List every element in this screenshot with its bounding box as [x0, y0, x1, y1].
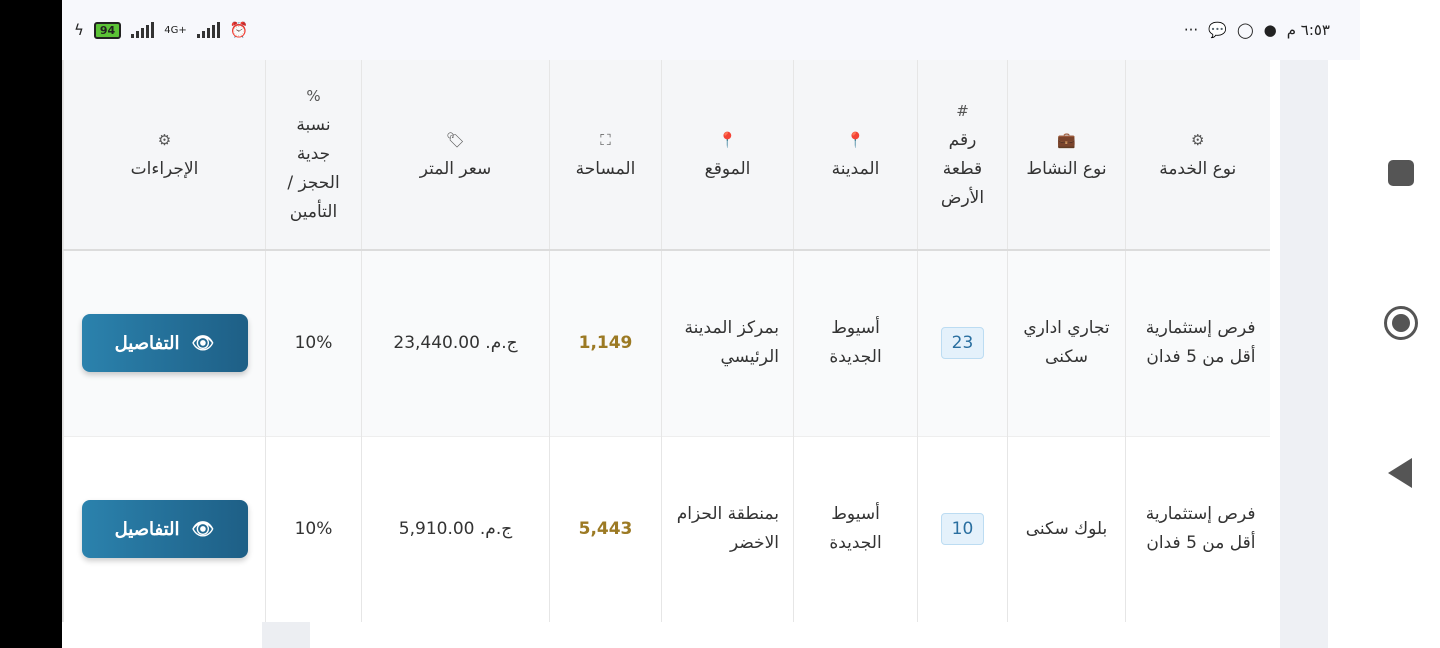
cell-service: فرص إستثمارية أقل من 5 فدان: [1125, 436, 1270, 622]
area-value: 1,149: [578, 332, 633, 353]
column-header: ⛶ المساحة: [549, 60, 662, 251]
city-value: أسيوط الجديدة: [829, 504, 882, 554]
table-row: فرص إستثمارية أقل من 5 فدان بلوك سكنى 10 أس…: [63, 436, 1270, 622]
whatsapp-icon: ◯: [1236, 21, 1254, 39]
chat-icon: 💬: [1208, 21, 1227, 39]
cell-action: 👁 التفاصيل: [63, 436, 266, 622]
messenger-icon: ●: [1263, 21, 1277, 39]
details-label: التفاصيل: [114, 518, 180, 539]
cell-service: فرص إستثمارية أقل من 5 فدان: [1125, 250, 1270, 436]
header-label: الإجراءات: [130, 158, 199, 179]
tag-icon: 🏷: [445, 130, 466, 149]
column-header: # رقم قطعة الأرض: [917, 60, 1008, 251]
column-header: % نسبة جدية الحجز / التأمين: [265, 60, 362, 251]
scroll-block: [262, 622, 310, 648]
eye-icon: 👁: [191, 518, 215, 539]
service-value: فرص إستثمارية أقل من 5 فدان: [1145, 318, 1256, 368]
city-value: أسيوط الجديدة: [829, 318, 882, 368]
status-bar: ϟ 94 4G+ ⏰ ··· 💬 ◯ ● ٦:٥٣ م: [62, 0, 1360, 60]
gears-icon: ⚙: [1191, 130, 1205, 149]
details-label: التفاصيل: [114, 332, 180, 353]
column-header: 📍 المدينة: [793, 60, 918, 251]
briefcase-icon: 💼: [1057, 130, 1076, 149]
eye-icon: 👁: [191, 332, 215, 353]
network-type: 4G+: [164, 24, 187, 36]
area-value: 5,443: [578, 518, 633, 539]
cell-area: 5,443: [549, 436, 662, 622]
header-label: الموقع: [704, 158, 751, 179]
cell-activity: تجاري اداري سكنى: [1007, 250, 1126, 436]
map-pin-icon: 📍: [718, 130, 737, 149]
location-value: بمنطقة الحزام الاخضر: [676, 504, 779, 554]
header-label: رقم قطعة الأرض: [940, 129, 985, 208]
percent-icon: %: [306, 87, 321, 105]
alarm-icon: ⏰: [229, 21, 249, 39]
cell-action: 👁 التفاصيل: [63, 250, 266, 436]
expand-icon: ⛶: [600, 130, 611, 149]
home-button[interactable]: [1384, 306, 1418, 340]
cell-plot: 23: [917, 250, 1008, 436]
cell-area: 1,149: [549, 250, 662, 436]
price-value: ج.م. 5,910.00: [398, 518, 513, 539]
cell-city: أسيوط الجديدة: [793, 250, 918, 436]
activity-value: بلوك سكنى: [1025, 518, 1108, 539]
table-container: ⚙ نوع الخدمة 💼 نوع النشاط # رقم قطعة الأرض 📍 ال…: [62, 60, 1270, 622]
plot-number-badge: 23: [940, 327, 985, 360]
map-pin-icon: 📍: [846, 130, 865, 149]
cell-city: أسيوط الجديدة: [793, 436, 918, 622]
cell-location: بمركز المدينة الرئيسي: [661, 250, 794, 436]
header-label: المدينة: [831, 158, 880, 179]
percent-value: 10%: [294, 518, 333, 539]
column-header: ⚙ نوع الخدمة: [1125, 60, 1270, 251]
header-label: نوع الخدمة: [1159, 158, 1237, 179]
cell-percent: 10%: [265, 250, 362, 436]
signal-icon-2: [196, 22, 220, 38]
cell-plot: 10: [917, 436, 1008, 622]
navigation-bar: [1360, 0, 1440, 648]
details-button[interactable]: 👁 التفاصيل: [81, 314, 248, 373]
percent-value: 10%: [294, 332, 333, 353]
cell-price: ج.م. 23,440.00: [361, 250, 550, 436]
column-header: 💼 نوع النشاط: [1007, 60, 1126, 251]
cell-location: بمنطقة الحزام الاخضر: [661, 436, 794, 622]
header-label: سعر المتر: [419, 158, 492, 179]
location-value: بمركز المدينة الرئيسي: [684, 318, 779, 368]
header-label: المساحة: [575, 158, 636, 179]
plot-number-badge: 10: [940, 513, 985, 546]
back-button[interactable]: [1388, 458, 1412, 488]
recents-button[interactable]: [1388, 160, 1414, 186]
charging-icon: ϟ: [74, 21, 84, 39]
column-header: 🏷 سعر المتر: [361, 60, 550, 251]
clock: ٦:٥٣ م: [1286, 21, 1330, 39]
cell-percent: 10%: [265, 436, 362, 622]
price-value: ج.م. 23,440.00: [393, 332, 518, 353]
signal-icon: [131, 22, 155, 38]
screen-edge: [0, 0, 62, 648]
column-header: ⚙ الإجراءات: [63, 60, 266, 251]
hash-icon: #: [956, 101, 969, 120]
cell-price: ج.م. 5,910.00: [361, 436, 550, 622]
scrollbar-track[interactable]: [1280, 60, 1328, 648]
header-label: نوع النشاط: [1026, 158, 1107, 179]
header-label: نسبة جدية الحجز / التأمين: [287, 115, 340, 222]
service-value: فرص إستثمارية أقل من 5 فدان: [1145, 504, 1256, 554]
column-header: 📍 الموقع: [661, 60, 794, 251]
details-button[interactable]: 👁 التفاصيل: [81, 500, 248, 559]
gears-icon: ⚙: [157, 130, 172, 149]
battery-icon: 94: [93, 21, 122, 39]
activity-value: تجاري اداري سكنى: [1023, 318, 1110, 368]
more-icon: ···: [1183, 21, 1199, 39]
opportunities-table: ⚙ نوع الخدمة 💼 نوع النشاط # رقم قطعة الأرض 📍 ال…: [63, 60, 1270, 622]
cell-activity: بلوك سكنى: [1007, 436, 1126, 622]
table-row: فرص إستثمارية أقل من 5 فدان تجاري اداري س…: [63, 250, 1270, 436]
